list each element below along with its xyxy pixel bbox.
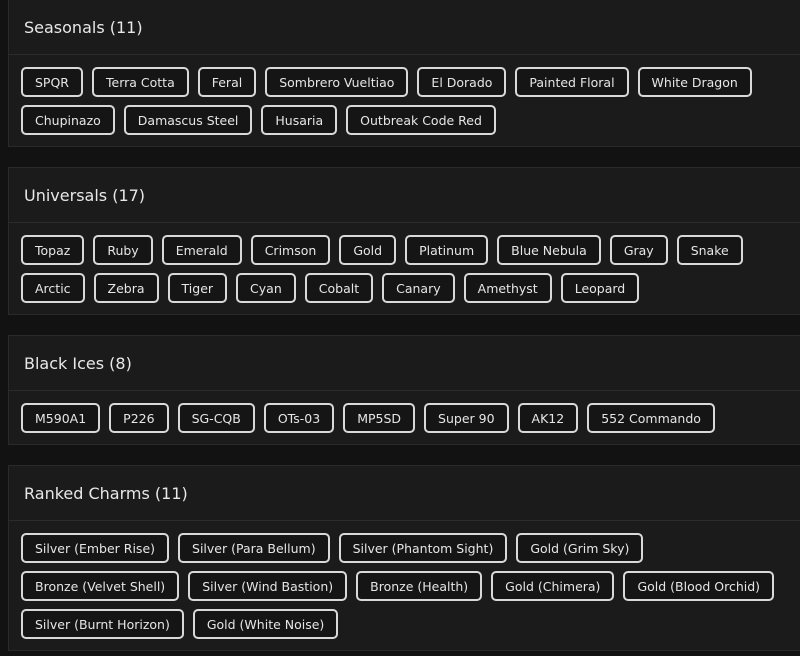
item-chip[interactable]: El Dorado [417, 67, 507, 97]
item-chip[interactable]: Cyan [236, 273, 296, 303]
item-chip[interactable]: M590A1 [21, 403, 101, 433]
item-chip[interactable]: Canary [382, 273, 455, 303]
item-chip[interactable]: 552 Commando [587, 403, 715, 433]
item-chip[interactable]: Zebra [93, 273, 159, 303]
section-header: Universals (17) [9, 168, 800, 223]
item-chip[interactable]: Topaz [21, 235, 85, 265]
item-chip[interactable]: Bronze (Velvet Shell) [21, 571, 180, 601]
item-chip[interactable]: Silver (Ember Rise) [21, 533, 170, 563]
item-chip[interactable]: Blue Nebula [497, 235, 601, 265]
item-chip[interactable]: Feral [197, 67, 257, 97]
item-chip[interactable]: Silver (Phantom Sight) [338, 533, 508, 563]
item-chip[interactable]: Painted Floral [515, 67, 629, 97]
item-chip[interactable]: SPQR [21, 67, 83, 97]
item-chip[interactable]: Silver (Burnt Horizon) [21, 609, 184, 639]
item-chip[interactable]: Gold (Blood Orchid) [623, 571, 775, 601]
item-chip[interactable]: Gold (Chimera) [491, 571, 615, 601]
item-chip[interactable]: Sombrero Vueltiao [265, 67, 409, 97]
section-card: Seasonals (11) SPQR Terra Cotta Feral Sombre… [8, 0, 800, 147]
section-card: Black Ices (8) M590A1 P226 SG-CQB OTs-03 MP5S… [8, 335, 800, 445]
item-chip[interactable]: Gray [609, 235, 668, 265]
item-chip[interactable]: AK12 [517, 403, 579, 433]
section-header: Ranked Charms (11) [9, 466, 800, 521]
item-chip[interactable]: Gold (Grim Sky) [516, 533, 644, 563]
section-title: Seasonals (11) [24, 17, 143, 37]
section-title: Universals (17) [24, 185, 146, 205]
item-chip[interactable]: Leopard [560, 273, 640, 303]
item-chip[interactable]: Terra Cotta [92, 67, 189, 97]
section-title: Ranked Charms (11) [24, 483, 188, 503]
section-title: Black Ices (8) [24, 353, 132, 373]
section-card: Ranked Charms (11) Silver (Ember Rise) Sil… [8, 465, 800, 651]
item-chip[interactable]: SG-CQB [177, 403, 255, 433]
item-chip[interactable]: Cobalt [304, 273, 374, 303]
item-chip[interactable]: Platinum [405, 235, 489, 265]
item-chip[interactable]: Gold (White Noise) [192, 609, 339, 639]
section-card: Universals (17) Topaz Ruby Emerald Crimson Go… [8, 167, 800, 315]
item-chip[interactable]: Crimson [250, 235, 331, 265]
item-chip[interactable]: Emerald [161, 235, 242, 265]
item-chip[interactable]: Ruby [93, 235, 153, 265]
item-chip[interactable]: Amethyst [463, 273, 552, 303]
item-chip[interactable]: OTs-03 [263, 403, 335, 433]
item-chip[interactable]: Gold [339, 235, 397, 265]
item-chip[interactable]: Arctic [21, 273, 85, 303]
item-chip[interactable]: Tiger [167, 273, 228, 303]
item-chip[interactable]: Silver (Para Bellum) [178, 533, 330, 563]
item-chip[interactable]: MP5SD [343, 403, 416, 433]
item-chip[interactable]: Bronze (Health) [356, 571, 483, 601]
item-chip[interactable]: Snake [676, 235, 743, 265]
section-header: Seasonals (11) [9, 0, 800, 55]
chip-list: Topaz Ruby Emerald Crimson Gold Platinum Blue … [9, 223, 800, 314]
item-chip[interactable]: White Dragon [637, 67, 752, 97]
chip-list: SPQR Terra Cotta Feral Sombrero Vueltiao El … [9, 55, 800, 146]
chip-list: Silver (Ember Rise) Silver (Para Bellum) S… [9, 521, 800, 650]
item-chip[interactable]: Damascus Steel [123, 105, 253, 135]
chip-list: M590A1 P226 SG-CQB OTs-03 MP5SD Super 90 AK12 5… [9, 391, 800, 444]
item-chip[interactable]: Outbreak Code Red [346, 105, 496, 135]
item-chip[interactable]: Chupinazo [21, 105, 115, 135]
section-header: Black Ices (8) [9, 336, 800, 391]
item-chip[interactable]: Super 90 [424, 403, 509, 433]
item-chip[interactable]: P226 [109, 403, 169, 433]
item-chip[interactable]: Husaria [261, 105, 338, 135]
item-chip[interactable]: Silver (Wind Bastion) [188, 571, 348, 601]
